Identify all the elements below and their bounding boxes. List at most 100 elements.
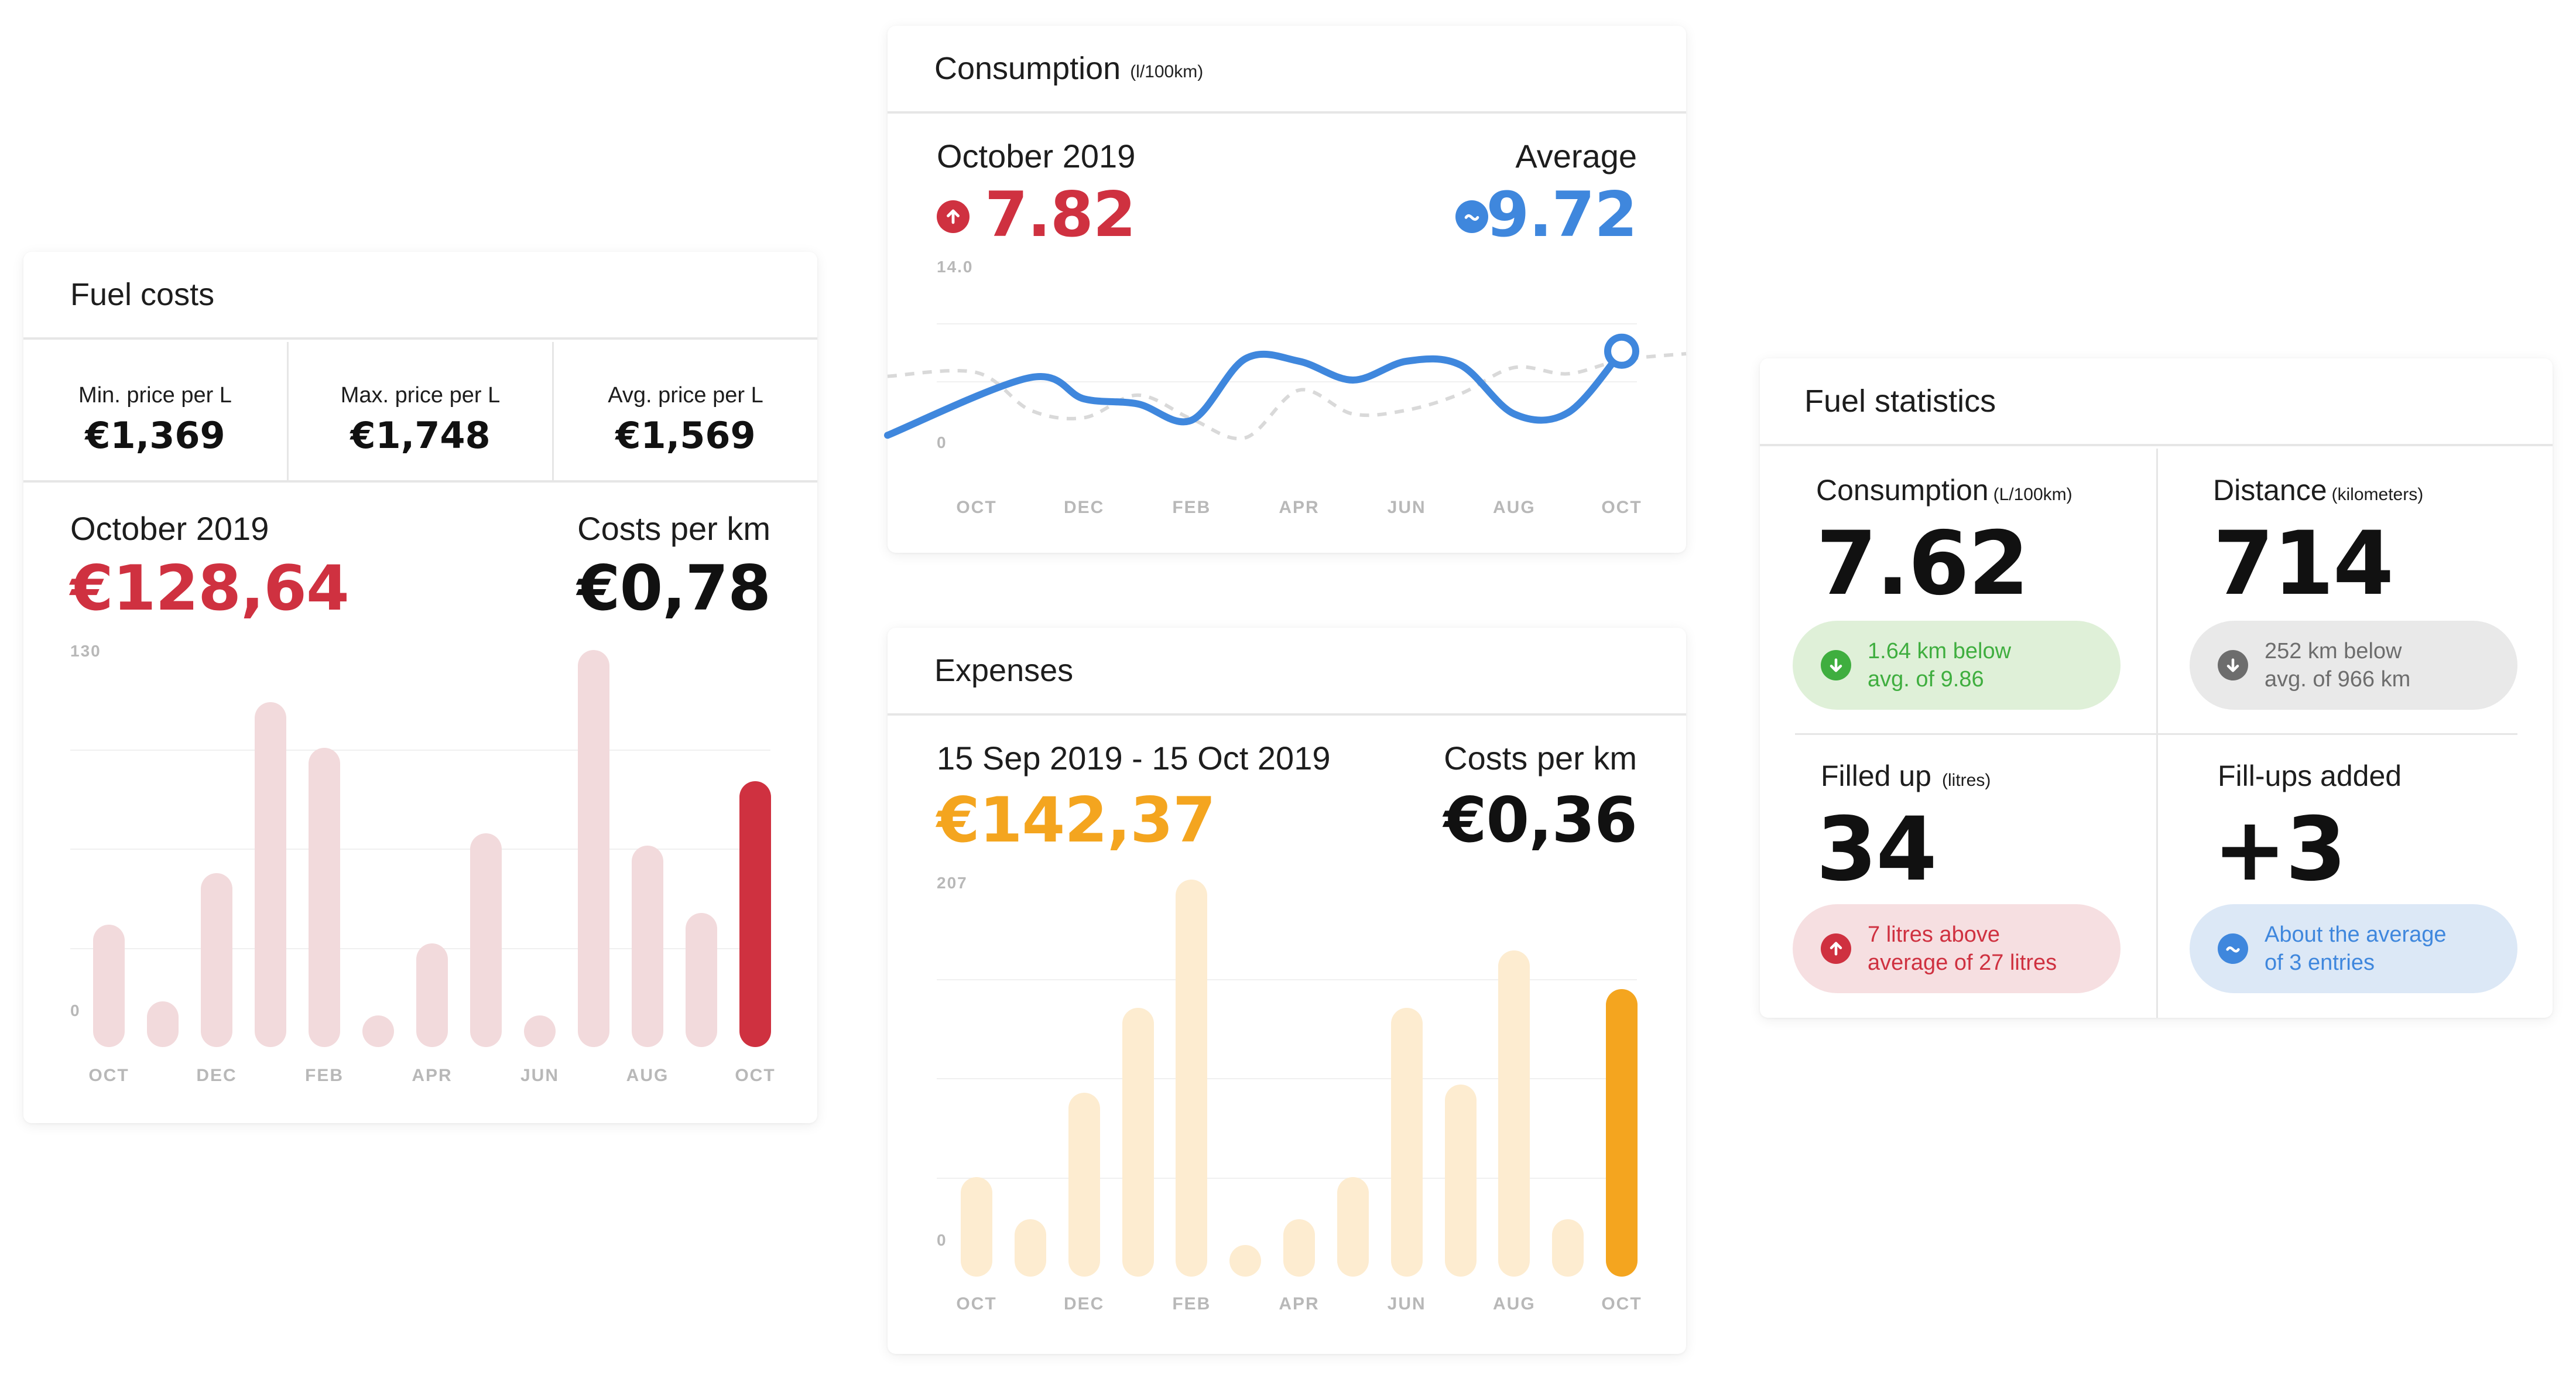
gridline [70, 849, 770, 850]
min-price-label: Min. price per L [78, 383, 232, 408]
bar-oct-0[interactable] [93, 925, 125, 1047]
consumption-header: Consumption (l/100km) [888, 26, 1686, 114]
current-point-marker[interactable] [1604, 333, 1639, 369]
stat-filled-up-title: Filled up (litres) [1821, 759, 1991, 793]
bar-nov-1[interactable] [147, 1001, 179, 1047]
expenses-chart: 207 0 OCT DEC FEB APR JUN AUG OCT [888, 628, 1686, 1354]
stat-fillups-value: +3 [2213, 799, 2347, 901]
stat-consumption-pill-text: 1.64 km below avg. of 9.86 [1868, 637, 2011, 693]
stat-consumption-unit: (L/100km) [1993, 485, 2073, 504]
arrow-down-icon [2218, 650, 2248, 680]
stat-distance-pill-text: 252 km below avg. of 966 km [2265, 637, 2410, 693]
bar-oct-12[interactable] [1606, 989, 1638, 1277]
x-tick-label: DEC [1063, 1294, 1105, 1314]
x-tick-label: OCT [88, 1066, 129, 1085]
stat-distance-unit: (kilometers) [2331, 485, 2424, 504]
arrow-up-icon [1821, 933, 1851, 964]
consumption-avg-label: Average [1515, 138, 1637, 175]
stat-fillups-pill: About the average of 3 entries [2190, 904, 2517, 993]
bar-sep-11[interactable] [1552, 1219, 1584, 1277]
stat-distance-value: 714 [2213, 513, 2394, 615]
bar-dec-2[interactable] [201, 873, 232, 1047]
bar-nov-1[interactable] [1014, 1219, 1046, 1277]
bar-jul-9[interactable] [578, 650, 609, 1047]
bar-aug-10[interactable] [1498, 950, 1530, 1277]
fuel-costs-period-value: €128,64 [70, 552, 350, 624]
x-tick-label: JUN [520, 1066, 560, 1085]
x-tick-label: DEC [1063, 498, 1105, 517]
x-tick-label: JUN [1387, 1294, 1426, 1314]
stat-fillups-label: Fill-ups added [2218, 760, 2402, 792]
pill-line-2: of 3 entries [2265, 950, 2375, 975]
x-tick-label: OCT [1601, 1294, 1642, 1314]
gridline [937, 1177, 1637, 1179]
consumption-x-axis: OCT DEC FEB APR JUN AUG OCT [888, 26, 1686, 553]
bar-feb-4[interactable] [309, 747, 340, 1047]
stat-fillups-pill-text: About the average of 3 entries [2265, 921, 2447, 977]
bar-sep-11[interactable] [686, 912, 717, 1047]
pill-line-2: average of 27 litres [1868, 950, 2057, 975]
bar-oct-12[interactable] [739, 781, 771, 1047]
fuel-costs-title: Fuel costs [70, 277, 215, 312]
x-tick-label: OCT [956, 498, 997, 517]
bar-jan-3[interactable] [1122, 1008, 1154, 1277]
bar-may-7[interactable] [1337, 1176, 1369, 1277]
stat-consumption-title: Consumption (L/100km) [1816, 473, 2073, 507]
approx-icon [2218, 933, 2248, 964]
bar-oct-0[interactable] [961, 1176, 992, 1277]
pill-line-1: 7 litres above [1868, 922, 2000, 947]
fuel-costs-cpk-label: Costs per km [577, 510, 770, 547]
fuel-statistics-title: Fuel statistics [1804, 384, 1996, 419]
fuel-costs-card: Fuel costs Min. price per L €1,369 Max. … [23, 252, 817, 1123]
bar-feb-4[interactable] [1176, 880, 1208, 1277]
consumption-ymax: 14.0 [937, 258, 974, 276]
bar-mar-5[interactable] [362, 1015, 394, 1047]
fuel-statistics-card: Fuel statistics Consumption (L/100km) 7.6… [1760, 358, 2553, 1018]
bar-jul-9[interactable] [1444, 1085, 1477, 1277]
consumption-unit: (l/100km) [1130, 62, 1204, 81]
pill-line-1: 1.64 km below [1868, 639, 2012, 663]
avg-price-label: Avg. price per L [608, 383, 763, 408]
expenses-cpk-value: €0,36 [1443, 784, 1638, 856]
min-price-stat: Min. price per L €1,369 [23, 342, 287, 480]
avg-price-stat: Avg. price per L €1,569 [552, 342, 817, 480]
stat-filled-up-unit: (litres) [1942, 771, 1991, 790]
bar-aug-10[interactable] [632, 845, 663, 1047]
expenses-card: Expenses 15 Sep 2019 - 15 Oct 2019 Costs… [888, 628, 1686, 1354]
stats-horizontal-divider [1795, 733, 2517, 735]
x-tick-label: FEB [1172, 1294, 1211, 1314]
bar-jun-8[interactable] [1390, 1008, 1423, 1277]
bar-dec-2[interactable] [1068, 1092, 1100, 1277]
series-main-line [884, 347, 1625, 439]
bar-jan-3[interactable] [255, 702, 286, 1047]
bar-jun-8[interactable] [524, 1015, 556, 1047]
fuel-statistics-header: Fuel statistics [1760, 358, 2553, 446]
max-price-label: Max. price per L [340, 383, 501, 408]
consumption-title: Consumption [934, 51, 1121, 86]
stat-distance-pill: 252 km below avg. of 966 km [2190, 621, 2517, 710]
stat-fillups-title: Fill-ups added [2218, 759, 2402, 793]
pill-line-2: avg. of 9.86 [1868, 667, 1984, 692]
bar-apr-6[interactable] [416, 943, 448, 1047]
expenses-period-value: €142,37 [937, 784, 1216, 856]
x-tick-label: FEB [305, 1066, 344, 1085]
gridline [937, 1078, 1637, 1079]
expenses-period-label: 15 Sep 2019 - 15 Oct 2019 [937, 740, 1331, 777]
x-tick-label: DEC [196, 1066, 237, 1085]
bar-may-7[interactable] [470, 833, 502, 1047]
bar-apr-6[interactable] [1283, 1219, 1315, 1277]
x-tick-label: APR [1279, 498, 1320, 517]
stat-distance-label: Distance [2213, 474, 2327, 507]
x-tick-label: AUG [626, 1066, 669, 1085]
stat-consumption-value: 7.62 [1816, 513, 2029, 615]
stat-consumption-label: Consumption [1816, 474, 1989, 507]
stat-filled-up-pill: 7 litres above average of 27 litres [1793, 904, 2121, 993]
fuel-costs-chart: 130 0 OCT DEC FEB APR JUN AUG OCT [23, 252, 817, 1123]
min-price-value: €1,369 [85, 414, 225, 457]
arrow-down-icon [1821, 650, 1851, 680]
bar-mar-5[interactable] [1229, 1245, 1262, 1277]
consumption-avg-value: 9.72 [1486, 179, 1638, 251]
expenses-header: Expenses [888, 628, 1686, 716]
stat-consumption-pill: 1.64 km below avg. of 9.86 [1793, 621, 2121, 710]
x-tick-label: JUN [1387, 498, 1426, 517]
